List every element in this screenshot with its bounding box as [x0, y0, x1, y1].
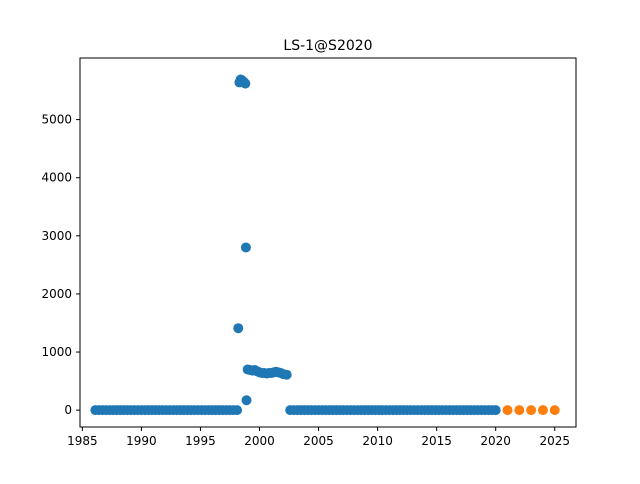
data-points: [90, 74, 560, 416]
x-tick-label: 1990: [126, 434, 157, 448]
x-tick-label: 2015: [421, 434, 452, 448]
plot-frame: [79, 57, 577, 428]
forecast-point: [549, 405, 560, 416]
history-point: [232, 405, 243, 416]
history-point: [233, 323, 244, 334]
history-point: [240, 242, 251, 253]
history-point: [490, 405, 501, 416]
y-tick-label: 0: [64, 403, 72, 417]
x-tick-label: 2025: [539, 434, 570, 448]
y-tick-label: 1000: [41, 345, 72, 359]
y-tick-label: 5000: [41, 113, 72, 127]
forecast-point: [514, 405, 525, 416]
history-point: [281, 369, 292, 380]
history-point: [240, 78, 251, 89]
x-tick-label: 2010: [362, 434, 393, 448]
x-tick-label: 2020: [480, 434, 511, 448]
x-tick-label: 1995: [185, 434, 216, 448]
y-tick-label: 3000: [41, 229, 72, 243]
y-axis: 0 1000 2000 3000 4000 5000: [41, 113, 80, 417]
forecast-point: [502, 405, 513, 416]
forecast-point: [537, 405, 548, 416]
y-tick-label: 2000: [41, 287, 72, 301]
x-tick-label: 1985: [67, 434, 98, 448]
forecast-point: [526, 405, 537, 416]
x-tick-label: 2000: [244, 434, 275, 448]
chart-title: LS-1@S2020: [283, 38, 372, 54]
x-axis: 1985 1990 1995 2000 2005 2010 2015 2020 2025: [67, 427, 570, 448]
history-point: [241, 395, 252, 406]
x-tick-label: 2005: [303, 434, 334, 448]
y-tick-label: 4000: [41, 171, 72, 185]
